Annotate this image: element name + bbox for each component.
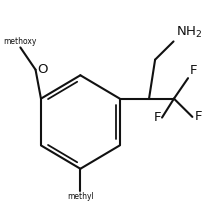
- Text: methoxy: methoxy: [4, 37, 37, 46]
- Text: F: F: [194, 110, 202, 123]
- Text: methyl: methyl: [67, 192, 94, 201]
- Text: F: F: [153, 111, 161, 124]
- Text: F: F: [190, 64, 198, 77]
- Text: NH$_2$: NH$_2$: [176, 25, 202, 40]
- Text: O: O: [37, 63, 48, 76]
